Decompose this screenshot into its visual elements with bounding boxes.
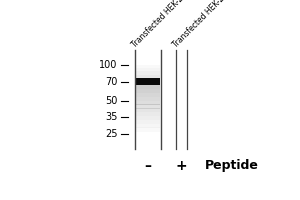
Bar	[136, 93, 160, 97]
Bar	[136, 75, 160, 78]
Text: –: –	[144, 159, 152, 173]
Bar	[136, 112, 160, 116]
Bar	[136, 71, 160, 75]
Text: +: +	[176, 159, 188, 173]
Bar	[136, 101, 160, 105]
Bar	[136, 108, 160, 112]
Text: 70: 70	[105, 77, 118, 87]
Bar	[136, 68, 160, 71]
Bar	[136, 116, 160, 120]
Text: 50: 50	[105, 96, 118, 106]
Bar	[136, 97, 160, 101]
Bar	[136, 85, 160, 89]
Bar	[136, 65, 160, 68]
Text: Transfected HEK-293: Transfected HEK-293	[171, 0, 233, 49]
Text: 25: 25	[105, 129, 118, 139]
Bar	[136, 104, 160, 109]
Bar	[136, 124, 160, 128]
Text: 100: 100	[99, 60, 118, 70]
Bar	[136, 120, 160, 124]
Text: Peptide: Peptide	[205, 159, 259, 172]
Bar	[136, 89, 160, 93]
Text: 35: 35	[105, 112, 118, 122]
Bar	[136, 78, 160, 85]
Text: Transfected HEK-293: Transfected HEK-293	[130, 0, 192, 49]
Bar	[136, 127, 160, 132]
